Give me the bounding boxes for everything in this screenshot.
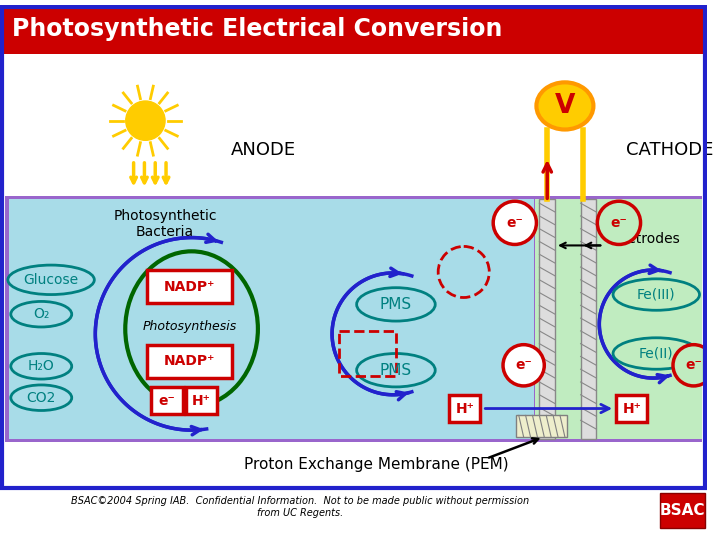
Text: e⁻: e⁻ bbox=[516, 359, 532, 372]
FancyBboxPatch shape bbox=[580, 199, 596, 439]
FancyBboxPatch shape bbox=[516, 415, 567, 437]
Text: H⁺: H⁺ bbox=[455, 402, 474, 415]
Ellipse shape bbox=[536, 82, 593, 130]
Text: e⁻: e⁻ bbox=[611, 216, 627, 230]
Text: Photosynthesis: Photosynthesis bbox=[143, 320, 237, 334]
Text: e⁻: e⁻ bbox=[506, 216, 523, 230]
Circle shape bbox=[598, 201, 641, 245]
Circle shape bbox=[126, 101, 165, 140]
FancyBboxPatch shape bbox=[0, 442, 707, 535]
Circle shape bbox=[503, 345, 544, 386]
Text: Proton Exchange Membrane (PEM): Proton Exchange Membrane (PEM) bbox=[244, 457, 508, 472]
Ellipse shape bbox=[613, 279, 700, 310]
FancyBboxPatch shape bbox=[660, 493, 706, 528]
Text: NADP⁺: NADP⁺ bbox=[164, 354, 215, 368]
FancyBboxPatch shape bbox=[449, 395, 480, 422]
Text: Fe(III): Fe(III) bbox=[637, 288, 675, 301]
FancyBboxPatch shape bbox=[148, 345, 232, 378]
Ellipse shape bbox=[613, 338, 700, 369]
FancyBboxPatch shape bbox=[5, 197, 703, 442]
Text: PMS: PMS bbox=[380, 363, 412, 377]
Text: H⁺: H⁺ bbox=[192, 394, 211, 408]
Text: O₂: O₂ bbox=[33, 307, 50, 321]
Text: Photosynthetic
Bacteria: Photosynthetic Bacteria bbox=[113, 209, 217, 239]
FancyBboxPatch shape bbox=[186, 387, 217, 414]
Ellipse shape bbox=[356, 288, 435, 321]
Text: CATHODE: CATHODE bbox=[626, 141, 714, 159]
Ellipse shape bbox=[11, 385, 72, 410]
Text: V: V bbox=[554, 93, 575, 119]
Text: Electrodes: Electrodes bbox=[607, 232, 680, 246]
FancyBboxPatch shape bbox=[539, 199, 555, 439]
FancyBboxPatch shape bbox=[536, 199, 703, 439]
Text: PMS: PMS bbox=[380, 297, 412, 312]
Ellipse shape bbox=[356, 354, 435, 387]
FancyBboxPatch shape bbox=[9, 199, 534, 439]
Text: BSAC©2004 Spring IAB.  Confidential Information.  Not to be made public without : BSAC©2004 Spring IAB. Confidential Infor… bbox=[71, 496, 528, 517]
FancyBboxPatch shape bbox=[0, 54, 707, 216]
Text: NADP⁺: NADP⁺ bbox=[164, 280, 215, 294]
Text: ANODE: ANODE bbox=[230, 141, 296, 159]
FancyBboxPatch shape bbox=[148, 270, 232, 303]
Circle shape bbox=[673, 345, 714, 386]
Ellipse shape bbox=[11, 301, 72, 327]
FancyBboxPatch shape bbox=[0, 5, 707, 54]
Text: e⁻: e⁻ bbox=[685, 359, 702, 372]
Text: Glucose: Glucose bbox=[24, 273, 78, 287]
Ellipse shape bbox=[8, 265, 94, 294]
Text: CO2: CO2 bbox=[27, 391, 56, 404]
FancyBboxPatch shape bbox=[616, 395, 647, 422]
Text: H₂O: H₂O bbox=[28, 359, 55, 373]
Text: BSAC: BSAC bbox=[660, 503, 706, 518]
Text: H⁺: H⁺ bbox=[622, 402, 642, 415]
FancyBboxPatch shape bbox=[151, 387, 183, 414]
Text: Photosynthetic Electrical Conversion: Photosynthetic Electrical Conversion bbox=[12, 17, 502, 41]
Text: e⁻: e⁻ bbox=[158, 394, 176, 408]
Ellipse shape bbox=[11, 354, 72, 379]
Circle shape bbox=[493, 201, 536, 245]
Text: Fe(II): Fe(II) bbox=[639, 347, 674, 361]
